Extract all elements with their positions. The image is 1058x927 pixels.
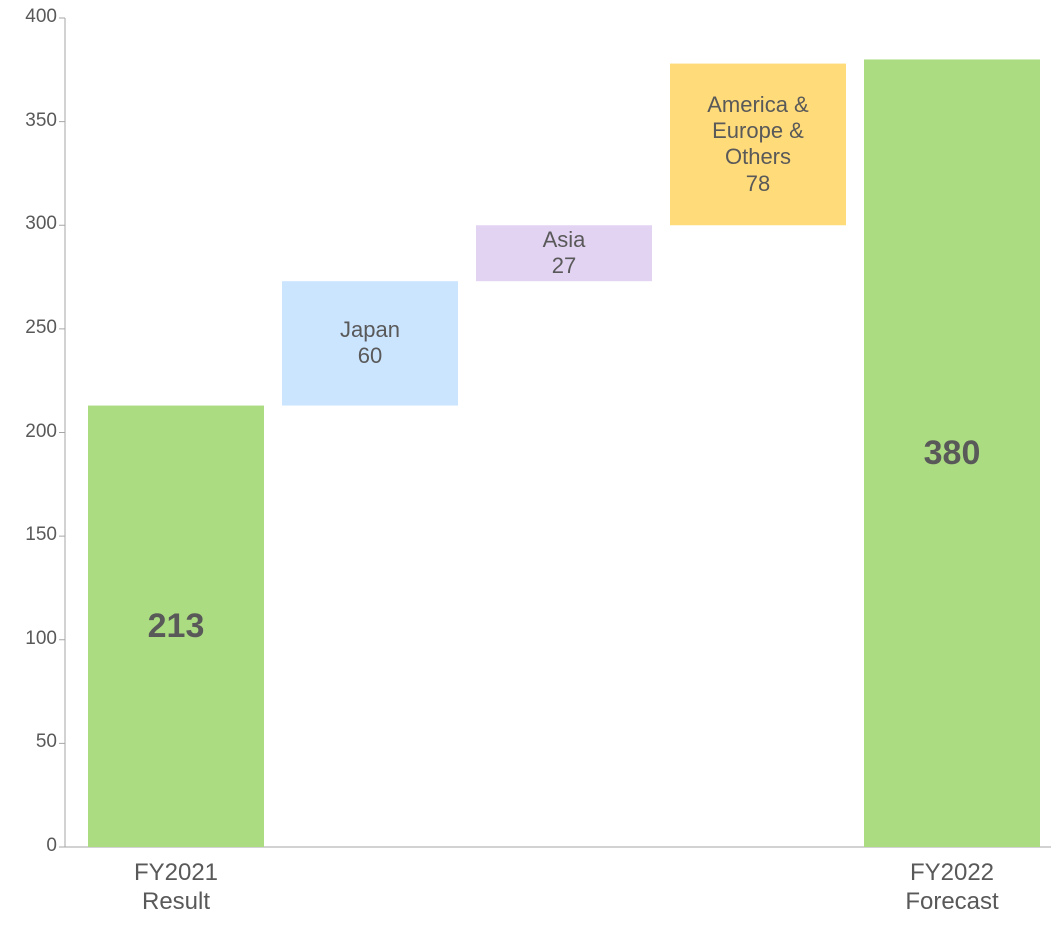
category-label: Japan [340,316,400,342]
bar [864,59,1040,847]
y-tick-label: 200 [25,420,57,442]
value-label: 60 [357,343,383,369]
category-label: America & Europe & Others [707,91,809,170]
bar-label: Asia 27 [476,225,652,281]
value-label: 27 [551,253,577,279]
y-tick-label: 0 [46,835,57,856]
category-label: Asia [542,226,586,252]
x-tick-label: FY2022 Forecast [905,859,999,915]
bar [88,405,264,847]
y-tick-label: 250 [25,316,57,338]
y-tick-label: 50 [35,731,57,753]
bar-label: America & Europe & Others 78 [670,64,846,226]
value-label: 213 [147,606,205,645]
bar [282,281,458,406]
value-label: 78 [745,170,771,196]
bar [476,225,652,282]
bar-label: Japan 60 [282,281,458,405]
bar-label: 380 [864,59,1040,847]
y-tick-label: 150 [25,524,57,546]
x-tick-label: FY2021 Result [133,859,219,915]
y-tick-label: 400 [25,6,57,27]
y-tick-label: 350 [25,109,57,131]
y-tick-label: 100 [25,627,57,649]
value-label: 380 [923,433,981,472]
bar-label: 213 [88,406,264,847]
bar [670,63,846,226]
y-tick-label: 300 [25,213,57,235]
